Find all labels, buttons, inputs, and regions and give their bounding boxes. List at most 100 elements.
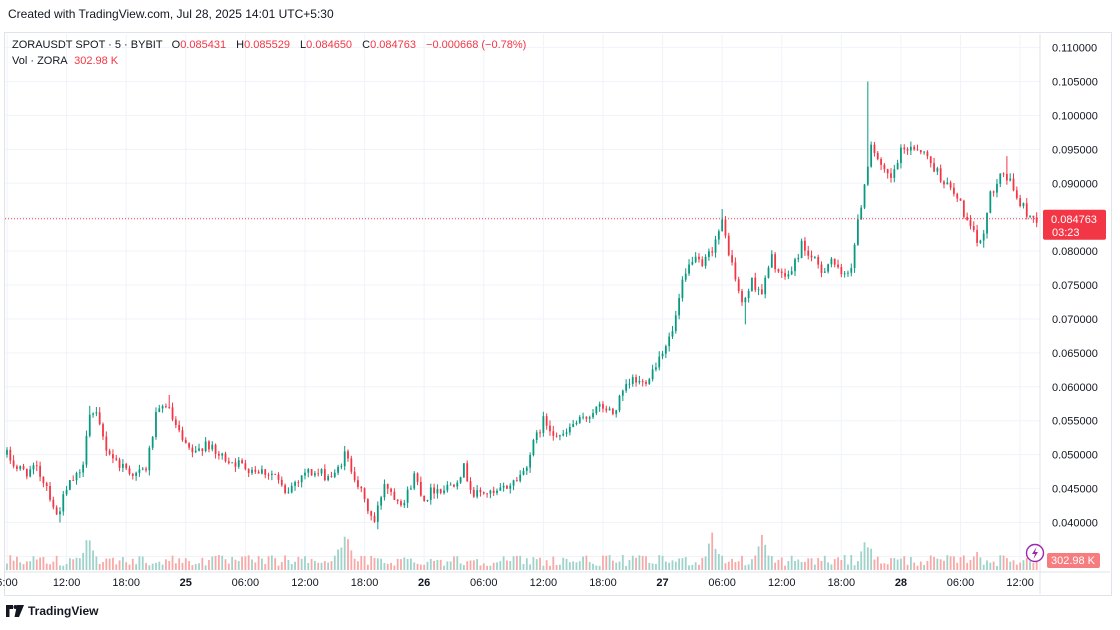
volume-bar [234, 559, 237, 570]
candle-body [813, 257, 816, 258]
candle-body [625, 384, 628, 391]
volume-bar [194, 564, 197, 570]
volume-bar [605, 555, 608, 570]
volume-bar [562, 557, 565, 570]
volume-bar [688, 565, 690, 570]
volume-bar [161, 564, 164, 570]
candle-body [360, 486, 363, 489]
candle-body [747, 290, 750, 299]
legend-close-value: 0.084763 [370, 39, 416, 51]
candle-body [946, 182, 949, 185]
volume-bar [618, 561, 621, 570]
candle-body [274, 473, 277, 475]
volume-bar [678, 558, 681, 570]
volume-bar [645, 556, 647, 570]
candle-body [178, 424, 181, 431]
volume-bar [698, 564, 700, 570]
candle-body [19, 466, 22, 469]
volume-bar [131, 558, 134, 570]
candle-body [559, 435, 561, 437]
candle-body [439, 489, 442, 493]
candle-body [880, 159, 882, 165]
candle-body [1025, 203, 1028, 217]
volume-bar [638, 555, 641, 570]
volume-bar [870, 548, 873, 570]
candle-body [330, 476, 333, 478]
candle-body [479, 490, 482, 493]
volume-bar [674, 561, 677, 570]
price-tick-label: 0.100000 [1052, 110, 1098, 122]
candle-body [936, 168, 939, 172]
candle-body [949, 182, 952, 188]
legend-open-value: 0.085431 [180, 39, 227, 51]
candle-body [1029, 215, 1031, 217]
volume-bar [244, 556, 247, 570]
candle-body [496, 490, 498, 493]
volume-bar [376, 558, 379, 570]
tradingview-logo[interactable]: TradingView [6, 604, 98, 618]
volume-bar [506, 560, 508, 570]
volume-bar [764, 544, 767, 570]
candle-body [810, 255, 813, 258]
volume-bar [615, 562, 618, 570]
volume-bar [621, 555, 624, 570]
volume-bar [280, 562, 283, 570]
volume-bar [946, 555, 949, 570]
candle-body [42, 476, 45, 484]
candle-body [201, 448, 204, 451]
candle-body [280, 479, 283, 486]
volume-bar [1005, 558, 1008, 570]
grid-lines [5, 34, 1040, 572]
volume-bar [509, 561, 512, 570]
volume-bar [896, 559, 899, 570]
volume-bar [797, 559, 800, 570]
volume-bar [525, 558, 528, 570]
candle-body [502, 485, 505, 488]
candle-body [568, 426, 571, 433]
volume-bar [168, 560, 171, 570]
legend-symbol[interactable]: ZORAUSDT SPOT · 5 · BYBIT [12, 39, 163, 51]
volume-bar [251, 559, 253, 570]
candle-body [85, 435, 88, 465]
volume-bar [886, 564, 889, 570]
volume-bar [327, 562, 330, 570]
candle-body [267, 474, 270, 476]
volume-bar [330, 561, 333, 570]
candle-body [363, 488, 366, 500]
time-tick-label: 27 [656, 577, 668, 589]
lightning-icon[interactable] [1025, 543, 1045, 563]
candle-body [770, 254, 773, 268]
candle-body [55, 507, 58, 515]
volume-bar [165, 559, 167, 570]
volume-bar [794, 561, 796, 570]
volume-bar [499, 561, 502, 570]
candle-body [254, 469, 257, 472]
time-tick-label: 6:00 [0, 577, 18, 589]
candle-body [456, 482, 459, 487]
volume-bar [9, 555, 12, 570]
volume-bar [992, 561, 995, 570]
volume-bar [959, 557, 962, 570]
volume-bar [916, 565, 919, 570]
volume-bar [900, 558, 902, 570]
volume-bar [135, 564, 138, 570]
volume-bar [810, 558, 813, 570]
candle-body [390, 488, 392, 492]
candle-body [817, 257, 820, 265]
candle-body [592, 413, 594, 418]
candle-body [850, 268, 853, 273]
volume-bar [188, 561, 190, 570]
volume-bar [419, 564, 422, 570]
candle-body [982, 233, 985, 241]
candle-body [525, 467, 528, 471]
candle-body [499, 487, 502, 491]
volume-bar [701, 557, 704, 570]
volume-bar [813, 564, 816, 570]
volume-bar [118, 560, 121, 570]
volume-bar [25, 561, 28, 570]
candle-body [241, 460, 243, 464]
legend-volume-label[interactable]: Vol · ZORA [12, 55, 68, 67]
volume-bar [357, 561, 359, 570]
volume-series [6, 532, 1038, 570]
